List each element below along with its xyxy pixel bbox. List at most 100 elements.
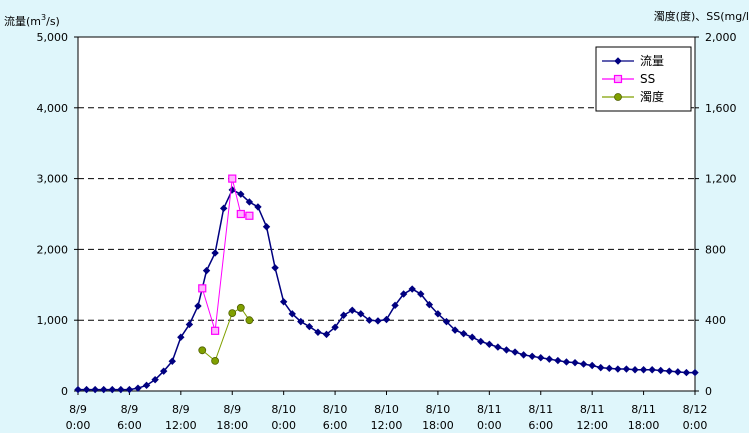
data-point bbox=[198, 284, 207, 293]
data-point bbox=[211, 357, 220, 365]
y-right-tick-label: 2,000 bbox=[705, 31, 737, 44]
x-tick-label-date: 8/9 bbox=[223, 403, 241, 416]
data-point bbox=[502, 346, 511, 354]
data-point bbox=[528, 352, 536, 361]
data-point bbox=[211, 326, 220, 335]
data-point bbox=[348, 306, 356, 314]
data-point bbox=[100, 385, 108, 394]
y-right-tick-label: 1,200 bbox=[705, 173, 737, 186]
x-tick-label-time: 6:00 bbox=[117, 419, 142, 432]
data-point bbox=[142, 381, 151, 390]
data-point bbox=[297, 317, 305, 326]
y-left-tick-label: 4,000 bbox=[37, 102, 69, 115]
data-point bbox=[537, 354, 545, 362]
y-left-tick-label: 0 bbox=[61, 385, 68, 398]
data-point bbox=[614, 365, 622, 373]
data-point bbox=[468, 333, 476, 341]
data-point bbox=[417, 290, 425, 298]
data-point bbox=[365, 316, 374, 324]
series-flow bbox=[74, 186, 699, 394]
data-point bbox=[588, 361, 596, 370]
y-left-tick-label: 3,000 bbox=[37, 173, 69, 186]
x-tick-label-time: 18:00 bbox=[628, 419, 660, 432]
data-point bbox=[597, 363, 605, 372]
x-tick-label-date: 8/10 bbox=[374, 403, 399, 416]
data-point bbox=[682, 368, 691, 377]
data-point bbox=[331, 323, 339, 331]
data-point bbox=[117, 385, 125, 394]
data-point bbox=[631, 366, 639, 374]
data-point bbox=[511, 348, 519, 356]
data-point bbox=[108, 385, 116, 394]
data-point bbox=[91, 385, 99, 394]
data-point bbox=[579, 360, 588, 368]
y-right-axis-title: 濁度(度)、SS(mg/l bbox=[654, 9, 749, 23]
data-point bbox=[357, 310, 365, 318]
x-tick-label-time: 6:00 bbox=[528, 419, 553, 432]
y-right-tick-label: 800 bbox=[705, 243, 726, 256]
y-right-tick-label: 1,600 bbox=[705, 102, 737, 115]
x-tick-label-time: 0:00 bbox=[477, 419, 502, 432]
data-point bbox=[177, 333, 185, 341]
data-point bbox=[477, 337, 485, 346]
data-point bbox=[494, 343, 502, 351]
data-point bbox=[219, 204, 228, 213]
y-left-tick-label: 1,000 bbox=[37, 314, 69, 327]
y-left-tick-label: 5,000 bbox=[37, 31, 69, 44]
data-point bbox=[198, 346, 207, 355]
x-tick-label-time: 0:00 bbox=[683, 419, 708, 432]
x-tick-label-date: 8/11 bbox=[580, 403, 605, 416]
data-point bbox=[185, 320, 194, 329]
data-point bbox=[613, 74, 623, 84]
data-point bbox=[194, 302, 202, 310]
data-point bbox=[657, 366, 665, 375]
x-tick-label-time: 12:00 bbox=[165, 419, 197, 432]
data-point bbox=[322, 330, 331, 339]
data-point bbox=[459, 329, 468, 338]
data-point bbox=[202, 266, 211, 275]
data-point bbox=[434, 310, 442, 318]
x-tick-label-time: 18:00 bbox=[422, 419, 454, 432]
x-tick-label-date: 8/10 bbox=[323, 403, 348, 416]
data-point bbox=[639, 366, 648, 374]
data-point bbox=[382, 315, 391, 324]
x-tick-label-time: 18:00 bbox=[216, 419, 248, 432]
x-tick-label-date: 8/11 bbox=[528, 403, 553, 416]
data-point bbox=[228, 174, 237, 183]
data-point bbox=[339, 311, 348, 319]
data-point bbox=[562, 358, 571, 366]
data-point bbox=[614, 93, 622, 101]
data-point bbox=[519, 351, 528, 359]
data-point bbox=[74, 385, 82, 394]
data-point bbox=[571, 358, 579, 367]
data-point bbox=[159, 367, 168, 375]
data-point bbox=[408, 285, 416, 293]
plot-area bbox=[78, 37, 695, 391]
data-point bbox=[236, 209, 245, 219]
x-tick-label-date: 8/9 bbox=[172, 403, 190, 416]
data-point bbox=[305, 322, 314, 331]
data-point bbox=[665, 367, 673, 375]
x-tick-label-time: 12:00 bbox=[576, 419, 608, 432]
data-point bbox=[125, 385, 134, 394]
data-point bbox=[279, 298, 288, 306]
data-point bbox=[236, 303, 245, 312]
data-point bbox=[245, 316, 254, 325]
data-point bbox=[151, 375, 159, 384]
data-point bbox=[228, 309, 237, 318]
data-point bbox=[442, 317, 451, 326]
data-point bbox=[554, 356, 562, 365]
data-point bbox=[614, 57, 622, 65]
legend-label: 濁度 bbox=[640, 89, 664, 104]
data-point bbox=[648, 366, 656, 374]
data-point bbox=[425, 300, 434, 309]
data-point bbox=[134, 384, 142, 392]
x-tick-label-time: 6:00 bbox=[323, 419, 348, 432]
data-point bbox=[245, 211, 254, 220]
x-tick-label-time: 0:00 bbox=[66, 419, 91, 432]
y-right-tick-label: 0 bbox=[705, 385, 712, 398]
legend-label: SS bbox=[640, 72, 655, 86]
data-point bbox=[674, 368, 682, 376]
x-tick-label-time: 0:00 bbox=[271, 419, 296, 432]
